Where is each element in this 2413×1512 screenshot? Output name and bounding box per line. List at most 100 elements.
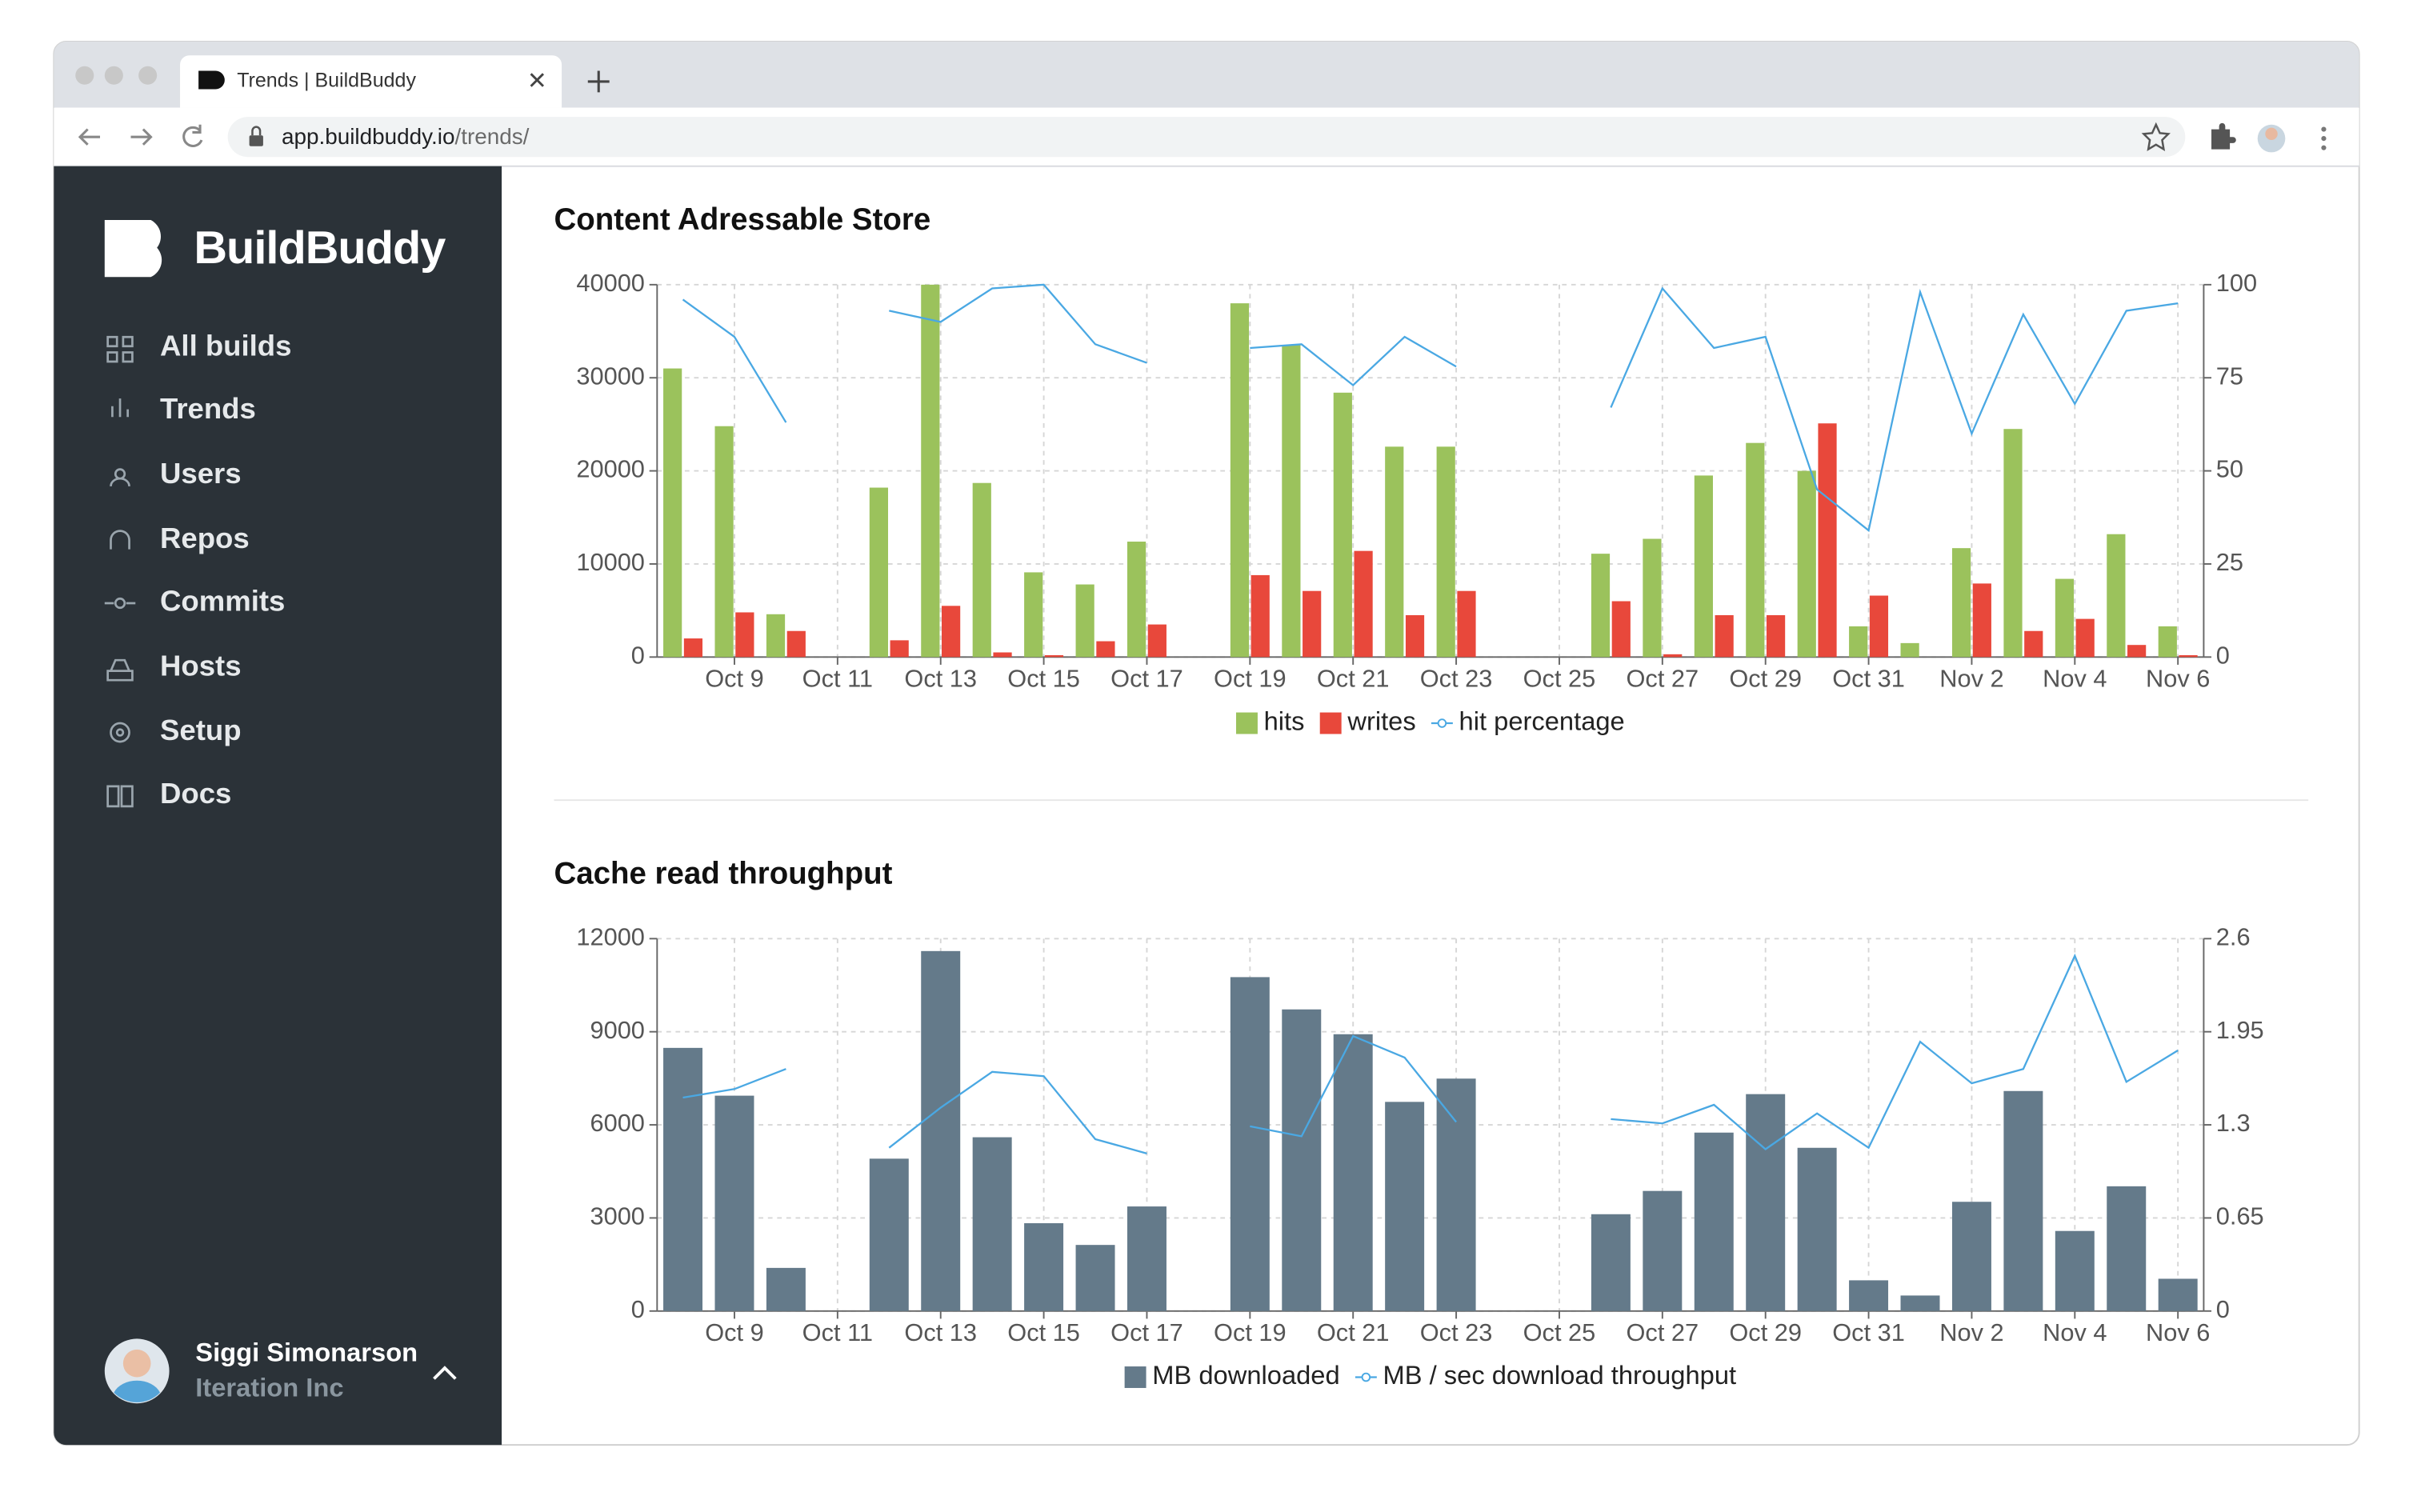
nav-item[interactable]: Trends bbox=[160, 392, 256, 425]
x-tick-label: Oct 9 bbox=[705, 664, 764, 692]
bar bbox=[1044, 654, 1064, 658]
bar bbox=[1643, 538, 1662, 658]
bar bbox=[2158, 1278, 2198, 1311]
user-avatar-shirt bbox=[114, 1380, 161, 1402]
nav-item[interactable]: Setup bbox=[160, 714, 241, 746]
nav-item[interactable]: Users bbox=[160, 457, 242, 490]
chart-title: Cache read throughput bbox=[554, 857, 892, 891]
new-tab[interactable] bbox=[587, 70, 610, 93]
y2-tick-label: 1.95 bbox=[2216, 1016, 2264, 1044]
bar bbox=[1096, 641, 1115, 658]
bar bbox=[1797, 1147, 1837, 1311]
reload-button[interactable] bbox=[182, 124, 203, 147]
bookmark-star[interactable] bbox=[2141, 122, 2171, 152]
x-tick-label: Nov 6 bbox=[2146, 1318, 2210, 1346]
bar bbox=[1024, 572, 1043, 658]
window-minimize[interactable] bbox=[104, 66, 123, 85]
tab-strip bbox=[54, 41, 2359, 108]
bar bbox=[1972, 583, 1991, 658]
x-tick-label: Oct 23 bbox=[1420, 1318, 1493, 1346]
x-tick-label: Oct 25 bbox=[1523, 664, 1596, 692]
logo-text[interactable]: BuildBuddy bbox=[194, 222, 446, 274]
bar bbox=[2003, 429, 2023, 658]
nav-item[interactable]: Hosts bbox=[160, 649, 241, 682]
lock-icon bbox=[249, 135, 263, 146]
y2-tick-label: 0 bbox=[2216, 1295, 2230, 1323]
y2-tick-label: 0.65 bbox=[2216, 1202, 2264, 1230]
window-maximize[interactable] bbox=[138, 66, 158, 85]
bar bbox=[921, 284, 940, 658]
url-host: app.buildbuddy.io bbox=[282, 124, 454, 149]
tab-close[interactable] bbox=[530, 73, 545, 87]
legend: MB downloaded MB / sec download throughpu… bbox=[1124, 1360, 1737, 1390]
x-tick-label: Nov 4 bbox=[2043, 664, 2107, 692]
x-tick-label: Oct 17 bbox=[1110, 1318, 1183, 1346]
tab[interactable] bbox=[180, 55, 562, 108]
y-tick-label: 6000 bbox=[590, 1109, 644, 1137]
bar bbox=[1694, 1132, 1734, 1311]
bar bbox=[683, 638, 703, 658]
bar bbox=[1385, 446, 1404, 658]
y-tick-label: 30000 bbox=[576, 362, 645, 390]
y-tick-label: 9000 bbox=[590, 1016, 644, 1044]
bar bbox=[766, 1267, 806, 1311]
x-tick-label: Oct 31 bbox=[1832, 1318, 1905, 1346]
bar bbox=[1849, 1280, 1889, 1311]
nav-icon bbox=[111, 398, 129, 418]
bar bbox=[735, 612, 754, 658]
bar bbox=[1849, 626, 1868, 658]
bar bbox=[1303, 590, 1322, 658]
bar bbox=[869, 487, 888, 658]
line-series bbox=[682, 283, 2179, 533]
chart-title: Content Adressable Store bbox=[554, 202, 930, 237]
bar bbox=[1333, 1034, 1373, 1311]
nav-item[interactable]: Repos bbox=[160, 522, 250, 554]
y2-tick-label: 0 bbox=[2216, 641, 2230, 669]
bar bbox=[714, 426, 734, 658]
bar bbox=[1436, 446, 1455, 658]
nav-icon bbox=[110, 722, 130, 743]
bar bbox=[1663, 654, 1683, 658]
nav-icon bbox=[110, 530, 130, 550]
bar bbox=[1715, 614, 1734, 658]
bar bbox=[1900, 642, 1919, 658]
y2-tick-label: 25 bbox=[2216, 548, 2243, 576]
nav-item[interactable]: Commits bbox=[160, 585, 285, 618]
logo-mark[interactable] bbox=[104, 220, 162, 278]
bar bbox=[869, 1158, 909, 1311]
window-close[interactable] bbox=[75, 66, 94, 85]
sidebar bbox=[54, 166, 502, 1446]
bar bbox=[1126, 1206, 1166, 1311]
nav-icon bbox=[106, 785, 134, 808]
x-tick-label: Oct 11 bbox=[802, 664, 873, 692]
x-tick-label: Oct 21 bbox=[1317, 664, 1390, 692]
nav-item[interactable]: Docs bbox=[160, 777, 231, 810]
x-tick-label: Oct 9 bbox=[705, 1318, 764, 1346]
x-tick-label: Oct 13 bbox=[904, 1318, 977, 1346]
bar bbox=[2158, 626, 2177, 658]
bar bbox=[1251, 574, 1270, 658]
bar bbox=[2107, 534, 2126, 658]
nav-icon bbox=[110, 468, 130, 486]
user-menu-toggle[interactable] bbox=[433, 1366, 457, 1380]
y2-tick-label: 50 bbox=[2216, 455, 2243, 483]
extensions-icon[interactable] bbox=[2211, 122, 2236, 150]
bar bbox=[890, 640, 909, 658]
lock-shackle bbox=[251, 126, 262, 136]
address-bar[interactable] bbox=[227, 117, 2186, 158]
back-button[interactable] bbox=[78, 128, 101, 146]
bar bbox=[1746, 1094, 1786, 1311]
nav-item[interactable]: All builds bbox=[160, 329, 291, 362]
menu-dots[interactable] bbox=[2321, 126, 2327, 150]
chart: Cache read throughput Oct 9 Oct 11 Oct 13 Oc… bbox=[554, 857, 2263, 1390]
legend-dot bbox=[1437, 718, 1447, 728]
legend-label: MB / sec download throughput bbox=[1383, 1360, 1737, 1390]
chart: Content Adressable Store Oct 9 Oct 11 Oct 1… bbox=[554, 202, 2257, 736]
x-tick-label: Oct 19 bbox=[1214, 1318, 1287, 1346]
legend-dot bbox=[1361, 1372, 1371, 1382]
bar bbox=[1797, 470, 1816, 658]
forward-button[interactable] bbox=[130, 128, 153, 146]
bar bbox=[993, 652, 1012, 658]
bar bbox=[2003, 1090, 2043, 1311]
